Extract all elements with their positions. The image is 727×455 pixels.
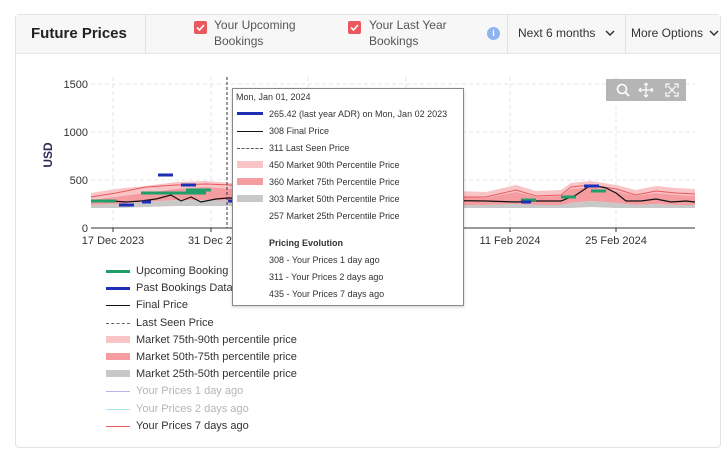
legend-item-upcoming-booking[interactable]: Upcoming Booking	[106, 263, 326, 279]
legend-label: Market 75th-90th percentile price	[136, 334, 297, 346]
tooltip-date: Mon, Jan 01, 2024	[236, 92, 311, 102]
legend-swatch	[106, 409, 130, 410]
legend-swatch	[106, 305, 130, 306]
last-year-bookings-label[interactable]: Your Last Year Bookings	[369, 17, 447, 49]
header-divider	[625, 15, 626, 53]
legend-item-market-75-90[interactable]: Market 75th-90th percentile price	[106, 332, 326, 348]
more-options-dropdown[interactable]: More Options	[631, 26, 719, 40]
legend-label: Your Prices 2 days ago	[136, 403, 249, 415]
y-axis-label: USD	[41, 142, 55, 168]
card-header: Future Prices Your Upcoming Bookings You…	[16, 15, 720, 54]
legend-label: Market 25th-50th percentile price	[136, 368, 297, 380]
last-year-bookings-checkbox[interactable]	[348, 21, 361, 34]
legend-item-prices-2-days[interactable]: Your Prices 2 days ago	[106, 401, 326, 417]
legend-item-past-bookings[interactable]: Past Bookings Data	[106, 280, 326, 296]
legend-item-market-50-75[interactable]: Market 50th-75th percentile price	[106, 349, 326, 365]
legend-item-market-25-50[interactable]: Market 25th-50th percentile price	[106, 366, 326, 382]
legend-item-prices-1-day[interactable]: Your Prices 1 day ago	[106, 383, 326, 399]
legend-label: Final Price	[136, 299, 188, 311]
legend-swatch	[106, 336, 130, 343]
legend-label: Past Bookings Data	[136, 282, 233, 294]
zoom-icon[interactable]	[615, 82, 631, 98]
pan-icon[interactable]	[638, 82, 654, 98]
upcoming-bookings-checkbox[interactable]	[194, 21, 207, 34]
chevron-down-icon	[605, 30, 615, 37]
hover-tooltip: Mon, Jan 01, 2024 265.42 (last year ADR)…	[232, 88, 464, 306]
legend-item-last-seen-price[interactable]: Last Seen Price	[106, 315, 326, 331]
header-divider	[507, 15, 508, 53]
period-dropdown-label: Next 6 months	[518, 26, 596, 40]
title-divider	[145, 15, 146, 53]
tooltip-evolution-title: Pricing Evolution	[269, 238, 344, 248]
reset-axes-icon[interactable]	[664, 82, 680, 98]
x-ticks	[112, 228, 617, 232]
upcoming-line1: Your Upcoming	[214, 18, 296, 32]
info-icon[interactable]: i	[487, 27, 500, 40]
x-tick-label: 17 Dec 2023	[82, 235, 144, 247]
final-price-line	[91, 184, 696, 203]
y-tick-label: 1500	[64, 79, 88, 91]
legend-swatch	[106, 391, 130, 392]
x-tick-label: 11 Feb 2024	[480, 235, 541, 247]
legend-label: Your Prices 7 days ago	[136, 420, 249, 432]
checkmark-icon	[350, 24, 359, 32]
x-tick-label: 25 Feb 2024	[585, 235, 647, 247]
last-year-line2: Bookings	[369, 34, 419, 48]
tooltip-evolution-row: 435 - Your Prices 7 days ago	[269, 289, 385, 299]
chevron-down-icon	[709, 30, 719, 37]
checkmark-icon	[196, 24, 205, 32]
y-tick-label: 0	[82, 223, 88, 235]
legend-item-final-price[interactable]: Final Price	[106, 297, 326, 313]
tooltip-evolution-row: 308 - Your Prices 1 day ago	[269, 255, 380, 265]
legend-swatch	[106, 270, 130, 273]
tooltip-evolution-row: 311 - Your Prices 2 days ago	[269, 272, 384, 282]
legend-swatch	[106, 323, 130, 324]
legend-label: Market 50th-75th percentile price	[136, 351, 297, 363]
last-year-line1: Your Last Year	[369, 18, 447, 32]
legend-swatch	[106, 370, 130, 377]
upcoming-bookings-label[interactable]: Your Upcoming Bookings	[214, 17, 296, 49]
more-options-label: More Options	[631, 26, 704, 40]
legend-item-prices-7-days[interactable]: Your Prices 7 days ago	[106, 418, 326, 434]
upcoming-bookings-marks	[91, 188, 606, 203]
period-dropdown[interactable]: Next 6 months	[518, 26, 615, 40]
past-bookings-marks	[119, 173, 599, 207]
y-tick-label: 500	[70, 175, 88, 187]
x-tick-label: 31 Dec 2	[188, 235, 232, 247]
y-tick-label: 1000	[64, 127, 88, 139]
legend-label: Upcoming Booking	[136, 265, 229, 277]
legend-swatch	[106, 353, 130, 360]
card-title: Future Prices	[31, 25, 127, 42]
future-prices-card: Future Prices Your Upcoming Bookings You…	[15, 14, 721, 448]
legend-swatch	[106, 426, 130, 427]
legend-swatch	[106, 287, 130, 290]
upcoming-line2: Bookings	[214, 34, 264, 48]
legend-label: Your Prices 1 day ago	[136, 385, 244, 397]
chart-toolbar	[606, 79, 686, 101]
legend-label: Last Seen Price	[136, 317, 214, 329]
